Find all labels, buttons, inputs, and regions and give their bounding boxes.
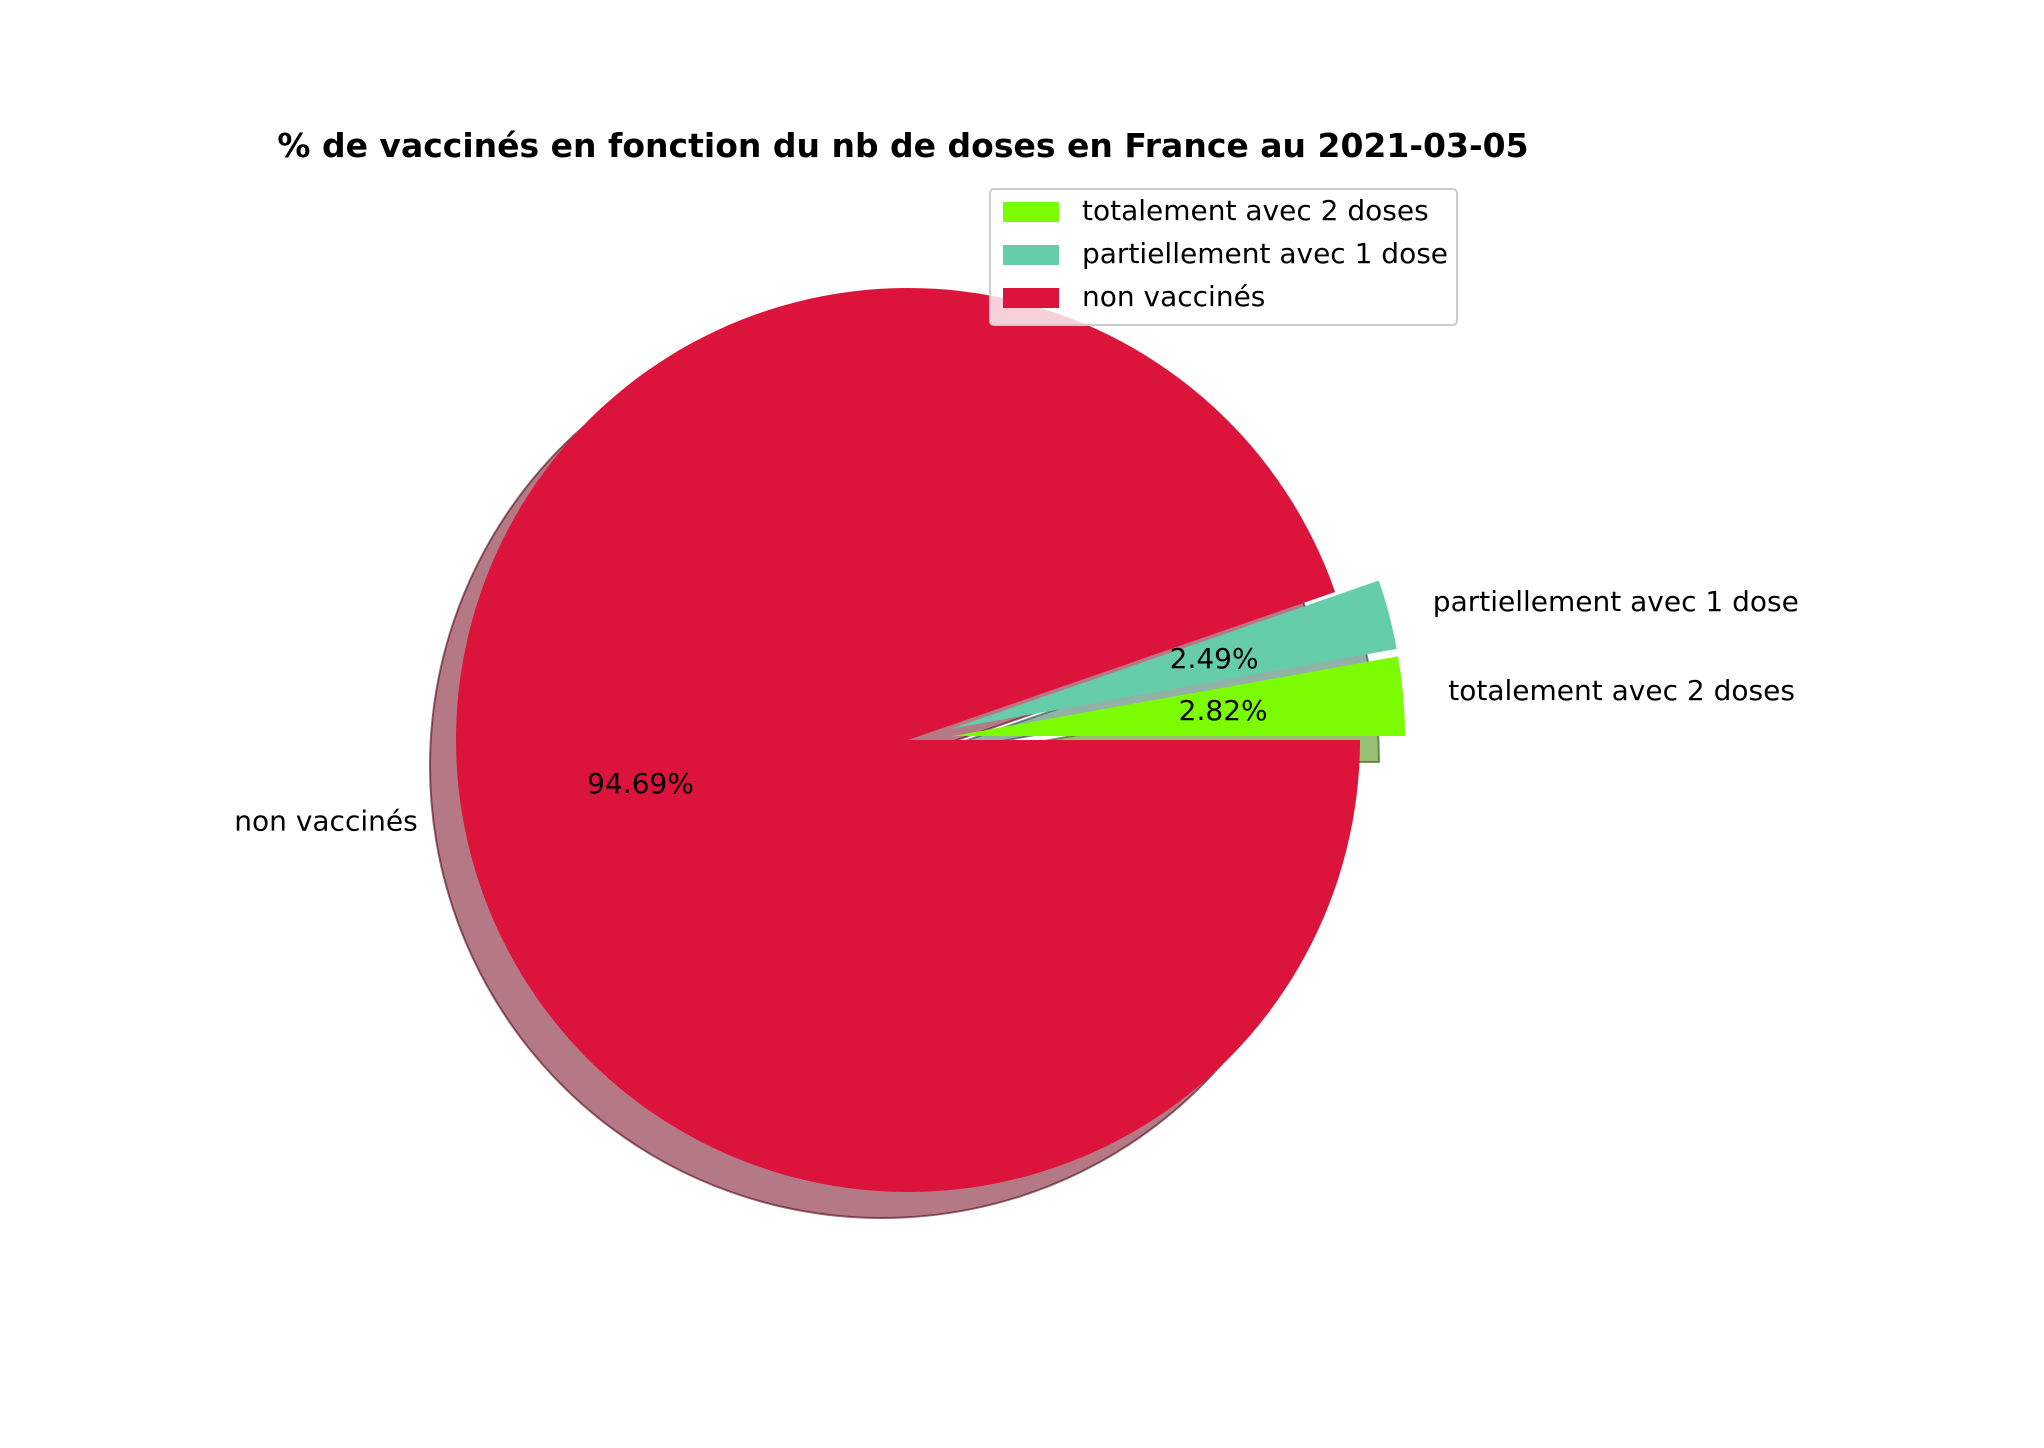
slice-label-partiellement-avec-1-dose: partiellement avec 1 dose [1433, 585, 1799, 618]
slice-labels: totalement avec 2 doses partiellement ave… [234, 585, 1799, 838]
legend-label-non-vaccines: non vaccinés [1082, 280, 1265, 313]
legend-label-totalement-avec-2-doses: totalement avec 2 doses [1082, 194, 1429, 227]
pct-label-partiellement-avec-1-dose: 2.49% [1170, 642, 1259, 675]
legend-entries: totalement avec 2 doses partiellement ave… [1003, 194, 1448, 313]
pct-label-totalement-avec-2-doses: 2.82% [1179, 694, 1268, 727]
legend-swatch-non-vaccines [1003, 288, 1059, 308]
legend-label-partiellement-avec-1-dose: partiellement avec 1 dose [1082, 237, 1448, 270]
slice-label-non-vaccines: non vaccinés [234, 805, 417, 838]
legend-swatch-totalement-avec-2-doses [1003, 202, 1059, 222]
pct-label-non-vaccines: 94.69% [587, 767, 694, 800]
pie-slices [456, 288, 1406, 1193]
chart-title: % de vaccinés en fonction du nb de doses… [277, 126, 1528, 165]
slice-label-totalement-avec-2-doses: totalement avec 2 doses [1448, 674, 1795, 707]
percentage-labels: 2.82% 2.49% 94.69% [587, 642, 1267, 800]
slice-partiellement-avec-1-dose [951, 580, 1397, 729]
slice-non-vaccines [456, 288, 1361, 1193]
legend: totalement avec 2 doses partiellement ave… [989, 188, 1458, 326]
slice-totalement-avec-2-doses [953, 656, 1406, 737]
legend-swatch-partiellement-avec-1-dose [1003, 245, 1059, 265]
legend-box [989, 188, 1458, 326]
